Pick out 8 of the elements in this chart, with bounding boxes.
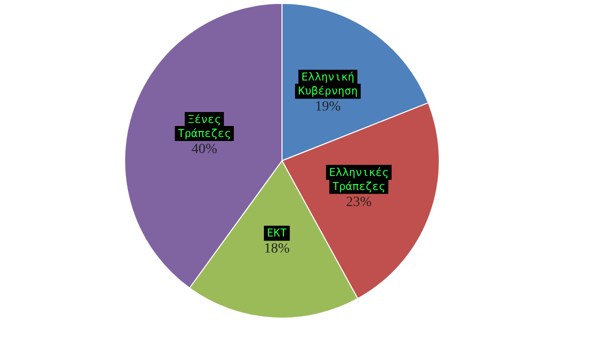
slice-label: ΕΚΤ bbox=[266, 226, 288, 240]
data-label: 19% bbox=[315, 100, 342, 115]
data-label: 40% bbox=[191, 142, 218, 158]
data-label: 18% bbox=[264, 242, 290, 257]
slice-label: Ελληνική Κυβέρνηση bbox=[298, 70, 358, 98]
slice-label: Ελληνικές Τράπεζες bbox=[329, 166, 389, 193]
slice-label: Ξένες Τράπεζες bbox=[178, 113, 231, 140]
data-label: 23% bbox=[346, 194, 372, 210]
